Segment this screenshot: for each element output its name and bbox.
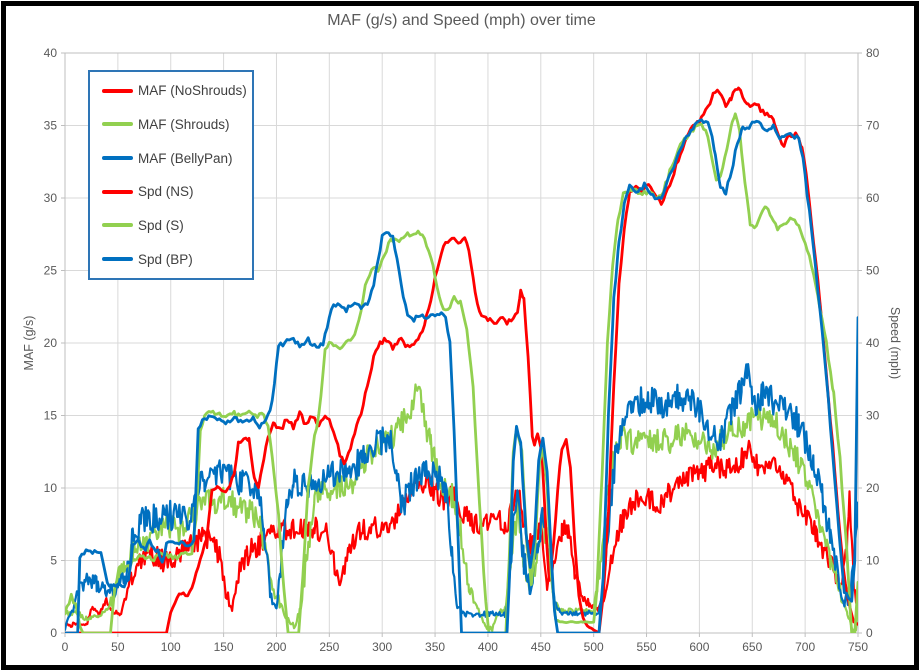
y-right-tick-label: 30: [866, 409, 880, 423]
series-line-spd-s-: [65, 112, 858, 633]
legend-line-swatch: [102, 88, 133, 93]
legend-label: Spd (NS): [138, 184, 194, 200]
y-left-tick-label: 40: [44, 46, 58, 60]
y-right-tick-label: 10: [866, 554, 880, 568]
legend-label: Spd (S): [138, 217, 184, 233]
legend-label: MAF (Shrouds): [138, 116, 230, 132]
y-left-tick-label: 20: [44, 336, 58, 350]
y-left-tick-label: 5: [50, 554, 57, 568]
y-left-tick-label: 30: [44, 191, 58, 205]
chart-title: MAF (g/s) and Speed (mph) over time: [327, 12, 596, 29]
x-tick-label: 50: [111, 640, 125, 654]
legend-item-maf-bellypan: MAF (BellyPan): [102, 151, 252, 166]
legend-item-spd-bp: Spd (BP): [102, 252, 252, 267]
legend-label: Spd (BP): [138, 251, 193, 267]
y-right-tick-label: 70: [866, 119, 880, 133]
y-left-tick-label: 25: [44, 264, 58, 278]
x-tick-label: 300: [372, 640, 392, 654]
right-axis-title: Speed (mph): [888, 307, 902, 379]
y-left-tick-label: 10: [44, 481, 58, 495]
x-tick-label: 500: [584, 640, 604, 654]
y-left-tick-label: 15: [44, 409, 58, 423]
series-line-spd-ns-: [65, 86, 858, 633]
legend-item-spd-s: Spd (S): [102, 218, 252, 233]
x-tick-label: 400: [478, 640, 498, 654]
x-tick-label: 550: [637, 640, 657, 654]
series-line-maf-bellypan-: [65, 363, 858, 631]
legend-line-swatch: [102, 156, 133, 161]
x-tick-label: 0: [62, 640, 69, 654]
legend-label: MAF (NoShrouds): [138, 83, 247, 99]
x-tick-label: 450: [531, 640, 551, 654]
y-right-tick-label: 40: [866, 336, 880, 350]
x-tick-label: 700: [795, 640, 815, 654]
legend-line-swatch: [102, 122, 133, 127]
y-right-tick-label: 60: [866, 191, 880, 205]
legend-line-swatch: [102, 189, 133, 194]
left-axis-title: MAF (g/s): [22, 316, 36, 371]
x-tick-label: 250: [319, 640, 339, 654]
y-right-tick-label: 0: [866, 626, 873, 640]
legend: MAF (NoShrouds) MAF (Shrouds) MAF (Belly…: [88, 70, 254, 280]
y-left-tick-label: 0: [50, 626, 57, 640]
x-tick-label: 350: [425, 640, 445, 654]
legend-line-swatch: [102, 223, 133, 228]
series-line-maf-noshrouds-: [65, 439, 858, 628]
x-tick-label: 750: [848, 640, 868, 654]
x-tick-label: 100: [161, 640, 181, 654]
y-right-tick-label: 50: [866, 264, 880, 278]
legend-label: MAF (BellyPan): [138, 150, 233, 166]
y-left-tick-label: 35: [44, 119, 58, 133]
y-right-tick-label: 20: [866, 481, 880, 495]
x-tick-label: 650: [742, 640, 762, 654]
legend-line-swatch: [102, 257, 133, 262]
legend-item-spd-ns: Spd (NS): [102, 184, 252, 199]
series-line-spd-bp-: [65, 118, 858, 633]
x-tick-label: 150: [214, 640, 234, 654]
legend-item-maf-shrouds: MAF (Shrouds): [102, 117, 252, 132]
x-tick-label: 600: [689, 640, 709, 654]
y-right-tick-label: 80: [866, 46, 880, 60]
legend-item-maf-noshrouds: MAF (NoShrouds): [102, 83, 252, 98]
x-tick-label: 200: [266, 640, 286, 654]
